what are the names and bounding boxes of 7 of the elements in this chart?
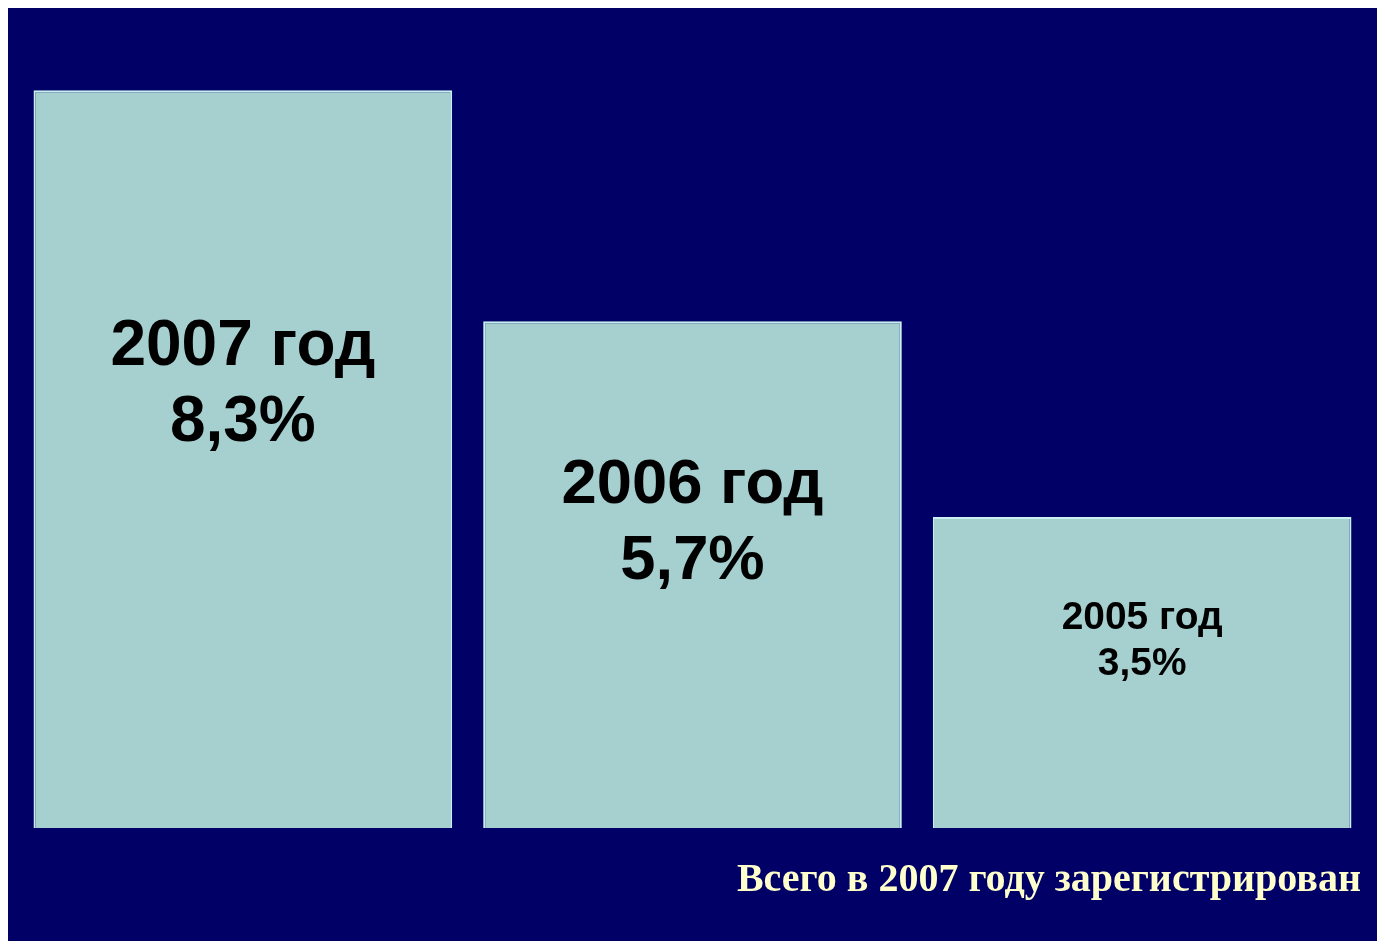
x-tick-label: 2006 год bbox=[561, 446, 824, 517]
x-tick-label: 2005 год bbox=[1061, 593, 1223, 637]
x-tick-label: 2007 год bbox=[110, 306, 376, 379]
data-label: 5,7% bbox=[620, 522, 765, 593]
data-label: 8,3% bbox=[169, 383, 316, 456]
data-label: 3,5% bbox=[1097, 640, 1187, 684]
text: Всего в 2007 году зарегистрирован bbox=[736, 854, 1361, 901]
